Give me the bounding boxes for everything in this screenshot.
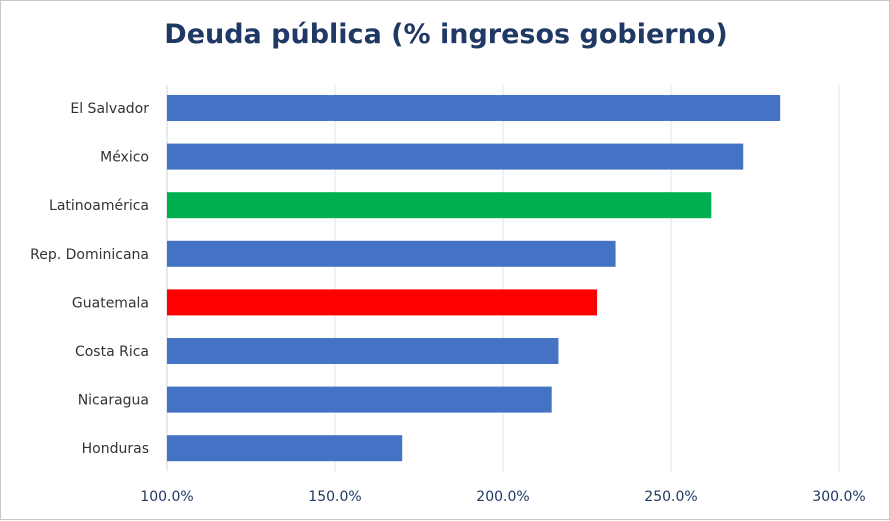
category-label: México [100,150,149,166]
bar [167,386,552,413]
x-tick-labels: 100.0% 150.0% 200.0% 250.0% 300.0% [140,489,865,505]
bar [167,338,559,364]
category-label: Latinoamérica [49,198,149,214]
category-label: Costa Rica [75,344,149,360]
bar [167,192,712,219]
bars [167,95,781,462]
x-tick-label: 100.0% [140,489,193,505]
bar [167,240,616,267]
bar [167,435,403,462]
gridlines [166,85,840,471]
category-label: Guatemala [72,295,149,311]
x-tick-label: 300.0% [812,489,865,505]
chart-title: Deuda pública (% ingresos gobierno) [164,19,728,50]
x-tick-label: 200.0% [476,489,529,505]
x-tick-label: 150.0% [308,489,361,505]
category-label: Honduras [82,441,149,457]
bar [167,289,598,316]
x-tick-label: 250.0% [644,489,697,505]
category-label: Nicaragua [78,393,149,409]
category-label: El Salvador [70,101,149,117]
category-label: Rep. Dominicana [30,247,149,263]
bar [167,143,744,170]
bar [167,95,781,121]
category-labels: El Salvador México Latinoamérica Rep. Domin… [30,101,149,457]
